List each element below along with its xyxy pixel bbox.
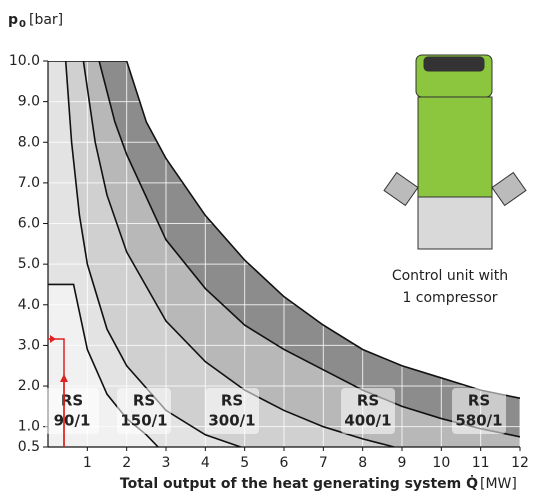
x-tick-label: 3 xyxy=(162,455,171,471)
nozzle xyxy=(383,171,419,207)
area xyxy=(48,61,241,447)
x-tick-label: 7 xyxy=(319,455,328,471)
region-label: 300/1 xyxy=(208,412,255,430)
y-label: p xyxy=(8,12,18,28)
y-tick-label: 6.0 xyxy=(18,216,40,232)
x-tick-label: 8 xyxy=(358,455,367,471)
arrow-head xyxy=(60,374,68,382)
y-tick-label: 10.0 xyxy=(9,53,40,69)
cab-top xyxy=(423,56,485,72)
region-label: 580/1 xyxy=(455,412,502,430)
region-label-box xyxy=(452,388,506,434)
region-label-box xyxy=(341,388,395,434)
region-label: RS xyxy=(468,392,490,410)
region-label-box xyxy=(117,388,171,434)
x-tick-label: 1 xyxy=(83,455,92,471)
curve xyxy=(98,61,520,438)
x-tick-label: 12 xyxy=(511,455,529,471)
region-label-box xyxy=(205,388,259,434)
x-tick-label: 4 xyxy=(201,455,210,471)
caption: 1 compressor xyxy=(402,290,497,306)
region-label: RS xyxy=(357,392,379,410)
x-tick-label: 11 xyxy=(472,455,490,471)
x-tick-label: 9 xyxy=(398,455,407,471)
region-label-box xyxy=(45,388,99,434)
overlay: 10.09.08.07.06.05.04.03.02.01.00.51 2 3 4 5 6… xyxy=(9,53,529,471)
x-label-unit: [MW] xyxy=(480,476,517,492)
region-label: RS xyxy=(221,392,243,410)
y-tick-label: 8.0 xyxy=(18,134,40,150)
curve xyxy=(48,61,520,400)
region-label: 150/1 xyxy=(120,412,167,430)
region-label: 90/1 xyxy=(54,412,91,430)
x-tick-label: 10 xyxy=(432,455,450,471)
curve xyxy=(64,61,241,447)
caption: Control unit with xyxy=(392,268,508,284)
area xyxy=(48,61,395,447)
y-tick-label: 0.5 xyxy=(18,439,40,455)
x-tick-label: 5 xyxy=(240,455,249,471)
base xyxy=(417,196,493,250)
x-tick-label: 6 xyxy=(280,455,289,471)
y-tick-label: 7.0 xyxy=(18,175,40,191)
arrow-head xyxy=(50,335,56,343)
curve xyxy=(48,283,159,447)
region-label: 400/1 xyxy=(344,412,391,430)
y-tick-label: 1.0 xyxy=(18,419,40,435)
body xyxy=(417,96,493,198)
y-tick-label: 9.0 xyxy=(18,94,40,110)
nozzle xyxy=(491,171,527,207)
x-label: Total output of the heat generating syst… xyxy=(120,475,478,492)
y-label-sub: 0 xyxy=(19,19,26,30)
compressor-image xyxy=(383,54,527,250)
y-tick-label: 4.0 xyxy=(18,297,40,313)
region-label: RS xyxy=(61,392,83,410)
curve xyxy=(82,61,395,447)
region-label: RS xyxy=(133,392,155,410)
y-label-unit: [bar] xyxy=(29,12,63,28)
y-tick-label: 2.0 xyxy=(18,378,40,394)
y-tick-label: 5.0 xyxy=(18,256,40,272)
x-tick-label: 2 xyxy=(122,455,131,471)
y-tick-label: 3.0 xyxy=(18,337,40,353)
